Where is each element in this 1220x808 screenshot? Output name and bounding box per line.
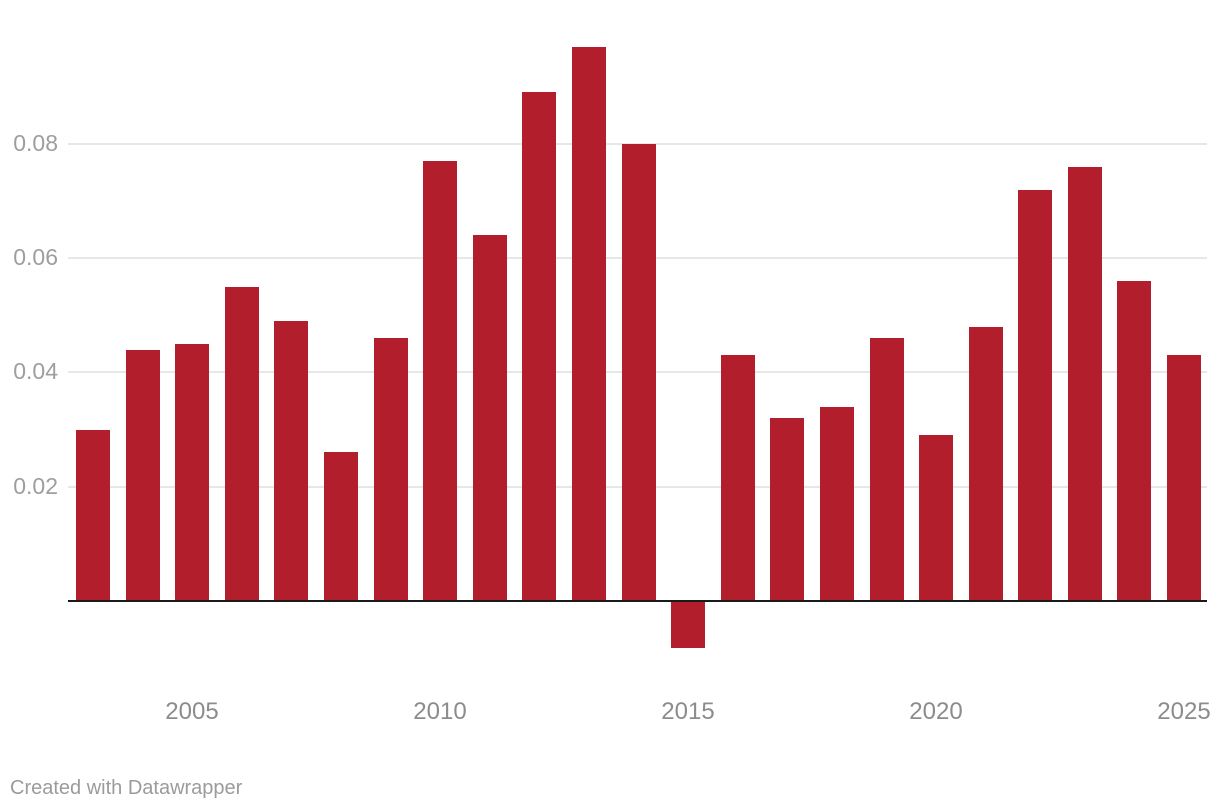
bar-2012 (522, 92, 557, 601)
x-axis-tick-label-2020: 2020 (909, 698, 963, 725)
chart-footer: Created with Datawrapper (10, 776, 242, 800)
bar-2005 (175, 343, 210, 601)
bar-2008 (324, 452, 358, 601)
bar-2009 (373, 338, 408, 601)
x-axis-tick-label-2005: 2005 (165, 698, 219, 725)
bar-2006 (224, 286, 259, 601)
bar-2014 (621, 143, 656, 601)
bar-2013 (571, 46, 606, 601)
bar-2021 (968, 326, 1003, 601)
y-axis-tick-label: 0.06 (13, 244, 58, 270)
bar-2017 (770, 418, 805, 601)
y-axis-tick-label: 0.02 (13, 473, 58, 499)
bar-2019 (869, 338, 904, 601)
bar-2011 (472, 235, 507, 601)
bar-2020 (919, 435, 953, 601)
y-axis-tick-label: 0.04 (13, 358, 58, 384)
bar-2003 (76, 429, 110, 601)
x-axis-baseline (68, 600, 1207, 602)
bar-2022 (1018, 189, 1053, 601)
bar-2025 (1167, 355, 1201, 601)
y-axis-tick-label: 0.08 (13, 130, 58, 156)
bar-2007 (274, 321, 309, 601)
bar-2023 (1067, 166, 1102, 601)
x-axis-tick-label-2015: 2015 (661, 698, 715, 725)
bar-2010 (423, 160, 458, 601)
datawrapper-attribution-link[interactable]: Created with Datawrapper (10, 777, 243, 799)
x-axis-tick-label-2025: 2025 (1157, 698, 1211, 725)
bar-2004 (125, 349, 160, 601)
bar-2018 (819, 406, 854, 601)
x-axis-tick-label-2010: 2010 (413, 698, 467, 725)
bar-2024 (1117, 281, 1152, 601)
bar-2016 (720, 355, 755, 601)
bar-2015 (671, 602, 706, 648)
